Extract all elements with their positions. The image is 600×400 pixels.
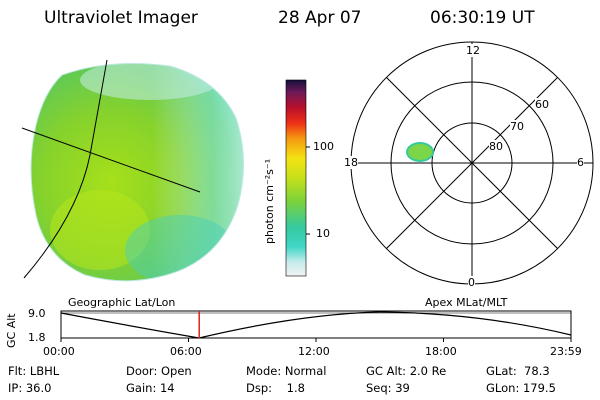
door-info: Door: Open [126, 364, 192, 378]
time-label: 06:30:19 UT [430, 8, 535, 28]
polar-label-60: 60 [535, 98, 549, 111]
mode-info: Mode: Normal [246, 364, 327, 378]
orbit-plot-frame [60, 310, 572, 339]
filter-info: Flt: LBHL [8, 364, 60, 378]
polar-auroral-patch [406, 142, 434, 162]
polar-label-6: 6 [577, 156, 584, 169]
glon-info: GLon: 179.5 [486, 381, 556, 395]
latitude-line [21, 127, 201, 193]
orbit-x-tick-0600: 06:00 [170, 345, 202, 358]
orbit-y-tick-low: 1.8 [28, 331, 46, 344]
polar-label-18: 18 [344, 156, 358, 169]
polar-label-12: 12 [466, 44, 480, 57]
instrument-title: Ultraviolet Imager [44, 8, 198, 28]
longitude-line [23, 59, 108, 279]
date-label: 28 Apr 07 [278, 8, 362, 28]
orbit-x-tick-2359: 23:59 [550, 345, 582, 358]
orbit-altitude-curve [60, 311, 572, 339]
orbit-right-title: Apex MLat/MLT [425, 296, 508, 309]
polar-label-0: 0 [468, 276, 475, 289]
glat-info: GLat: 78.3 [486, 364, 550, 378]
gc-alt-info: GC Alt: 2.0 Re [366, 364, 447, 378]
colorbar-tick-10: 10 [316, 227, 330, 240]
polar-label-70: 70 [510, 120, 524, 133]
dsp-info: Dsp: 1.8 [246, 381, 305, 395]
orbit-x-tick-1800: 18:00 [425, 345, 457, 358]
orbit-y-tick-high: 9.0 [28, 307, 46, 320]
orbit-x-tick-0000: 00:00 [43, 345, 75, 358]
orbit-y-axis-label: GC Alt [5, 313, 18, 348]
polar-label-80: 80 [489, 140, 503, 153]
colorbar [285, 79, 307, 277]
seq-info: Seq: 39 [366, 381, 410, 395]
colorbar-label: photon cm⁻²s⁻¹ [263, 158, 276, 244]
polar-plot [350, 41, 594, 285]
colorbar-tick-100: 100 [313, 140, 334, 153]
ip-info: IP: 36.0 [8, 381, 52, 395]
uv-image [31, 63, 244, 281]
orbit-x-tick-1200: 12:00 [298, 345, 330, 358]
gain-info: Gain: 14 [126, 381, 175, 395]
orbit-left-title: Geographic Lat/Lon [68, 296, 176, 309]
